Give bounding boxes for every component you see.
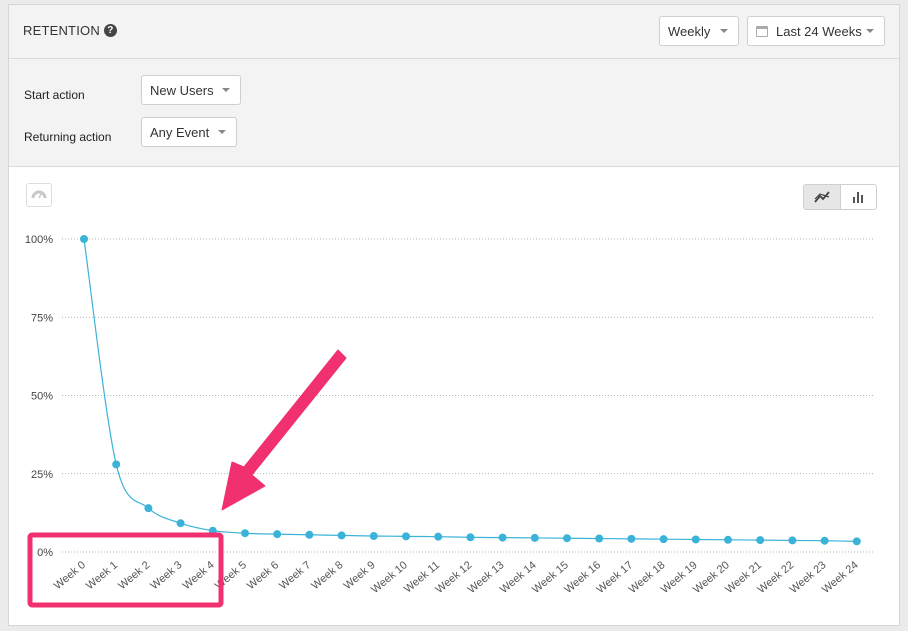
question-circle-icon[interactable]: ?	[103, 24, 117, 37]
chart-area	[9, 167, 899, 625]
calendar-icon	[756, 25, 768, 37]
bar-chart-icon	[853, 192, 864, 203]
line-chart-toggle[interactable]	[804, 185, 841, 209]
line-chart-icon	[814, 191, 830, 203]
chart-type-toggle	[803, 184, 877, 210]
start-action-label: Start action	[24, 88, 85, 102]
add-to-dashboard-button[interactable]	[26, 183, 52, 207]
panel-title-text: RETENTION	[23, 23, 100, 38]
returning-action-select[interactable]: Any Event	[141, 117, 237, 147]
retention-panel: RETENTION ? Weekly Last 24 Weeks Start a…	[8, 4, 900, 626]
panel-header: RETENTION ? Weekly Last 24 Weeks	[9, 5, 899, 59]
start-action-select[interactable]: New Users	[141, 75, 241, 105]
action-filters: Start action New Users Returning action …	[9, 59, 899, 167]
interval-select[interactable]: Weekly	[659, 16, 739, 46]
panel-title: RETENTION ?	[23, 23, 117, 38]
date-range-select[interactable]: Last 24 Weeks	[747, 16, 885, 46]
chevron-down-icon	[720, 29, 728, 33]
date-range-select-value: Last 24 Weeks	[776, 23, 862, 39]
returning-action-label: Returning action	[24, 130, 112, 144]
dashboard-gauge-icon	[31, 190, 47, 199]
chevron-down-icon	[218, 130, 226, 134]
bar-chart-toggle[interactable]	[841, 185, 877, 209]
chevron-down-icon	[222, 88, 230, 92]
start-action-value: New Users	[150, 82, 214, 98]
returning-action-value: Any Event	[150, 124, 210, 140]
chevron-down-icon	[866, 29, 874, 33]
interval-select-value: Weekly	[668, 23, 711, 39]
